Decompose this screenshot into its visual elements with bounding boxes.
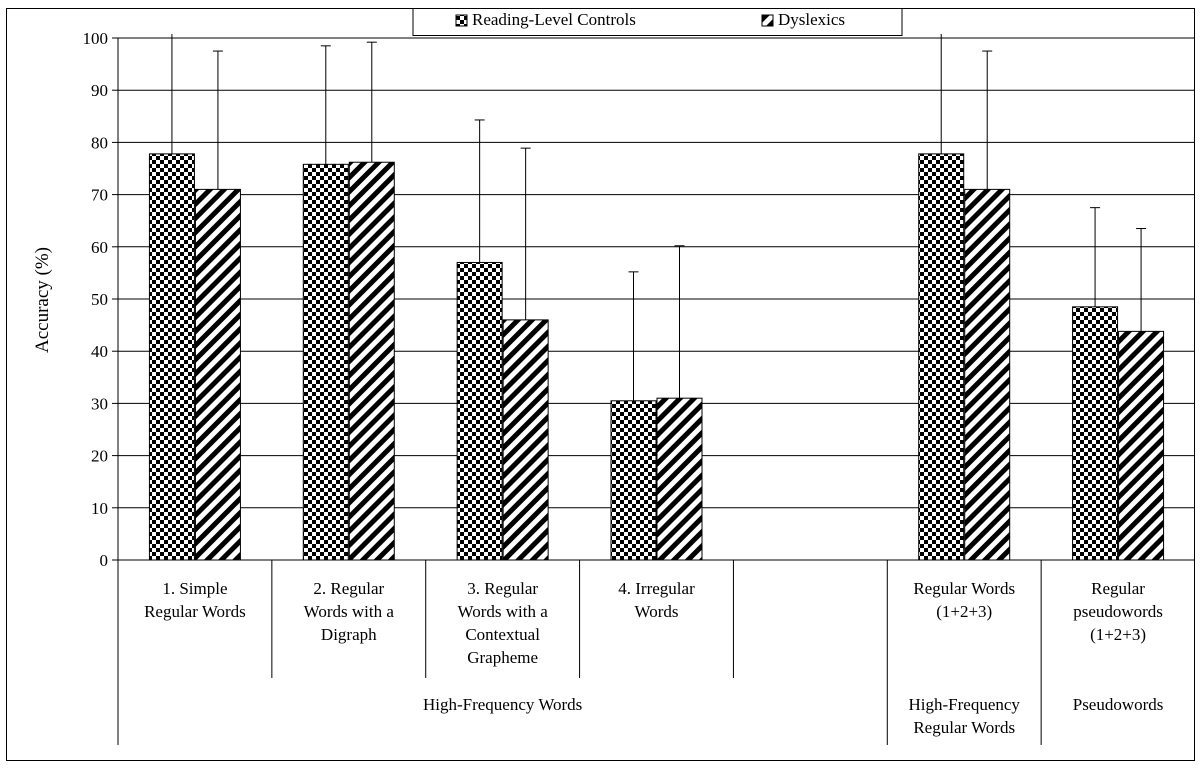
category-label: Regular Words [144, 602, 246, 621]
bars-layer [148, 34, 1165, 561]
y-tick-label: 0 [100, 551, 109, 570]
category-label: Words with a [304, 602, 395, 621]
bar [1072, 306, 1119, 561]
category-label: Words [635, 602, 679, 621]
bar [502, 319, 549, 561]
y-tick-label: 60 [91, 238, 108, 257]
bar [610, 400, 657, 561]
y-tick-label: 50 [91, 290, 108, 309]
group-label: Pseudowords [1073, 695, 1164, 714]
category-label: Grapheme [467, 648, 538, 667]
bar [1118, 330, 1165, 561]
category-label: 3. Regular [467, 579, 538, 598]
y-tick-label: 10 [91, 499, 108, 518]
legend: Reading-Level Controls Dyslexics [412, 8, 903, 36]
category-label: (1+2+3) [936, 602, 992, 621]
category-label: 2. Regular [313, 579, 384, 598]
legend-label-controls: Reading-Level Controls [472, 10, 636, 29]
y-tick-label: 90 [91, 81, 108, 100]
category-layer: 1. Simple Regular Words 2. Regular Words wi… [144, 579, 1163, 737]
bar [456, 261, 503, 561]
category-label: Regular Words [913, 579, 1015, 598]
category-label: Contextual [465, 625, 540, 644]
category-label: 4. Irregular [618, 579, 695, 598]
legend-label-dyslexics: Dyslexics [778, 10, 845, 29]
y-tick-label: 100 [83, 29, 109, 48]
legend-swatch-controls [455, 14, 468, 27]
bar [148, 153, 195, 561]
category-label: 1. Simple [162, 579, 227, 598]
category-label: Words with a [458, 602, 549, 621]
bar [656, 397, 703, 561]
bar [348, 161, 395, 561]
category-label: pseudowords [1073, 602, 1163, 621]
category-label: Regular [1091, 579, 1145, 598]
y-tick-label: 70 [91, 186, 108, 205]
bar [918, 153, 965, 561]
grid-layer [118, 37, 1195, 509]
group-label: High-Frequency [909, 695, 1021, 714]
category-label: Digraph [321, 625, 377, 644]
bar [964, 188, 1011, 561]
axis-layer: 0 10 20 30 40 50 60 70 80 90 100 [83, 29, 1195, 745]
group-label: High-Frequency Words [423, 695, 582, 714]
legend-swatch-dyslexics [761, 14, 774, 27]
bar [194, 188, 241, 561]
y-axis-title: Accuracy (%) [32, 247, 53, 353]
y-tick-label: 20 [91, 447, 108, 466]
group-label: Regular Words [913, 718, 1015, 737]
y-tick-label: 40 [91, 342, 108, 361]
bar [302, 163, 349, 561]
y-tick-label: 80 [91, 133, 108, 152]
y-tick-label: 30 [91, 394, 108, 413]
legend-box [412, 8, 903, 36]
category-label: (1+2+3) [1090, 625, 1146, 644]
